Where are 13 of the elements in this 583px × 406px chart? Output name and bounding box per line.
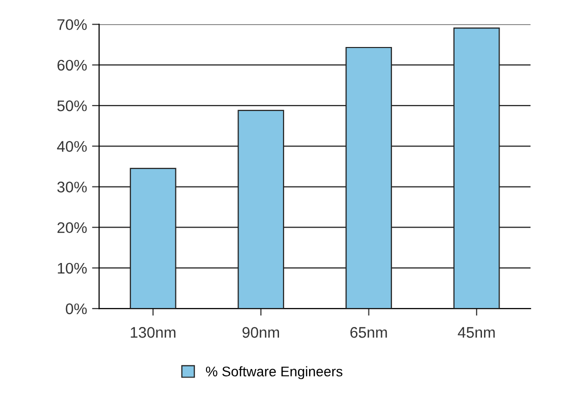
y-tick-label: 10% (58, 262, 87, 274)
x-tick-label: 45nm (458, 327, 495, 338)
y-tick-label: 30% (57, 182, 87, 192)
x-tick-label: 65nm (350, 327, 387, 338)
x-tick-label: 90nm (242, 327, 279, 338)
x-tick-label: 130nm (130, 327, 176, 338)
y-tick-label: 40% (57, 141, 87, 152)
y-tick-label: 20% (57, 222, 87, 234)
y-tick-label: 60% (58, 60, 87, 71)
y-tick-label: 50% (57, 100, 87, 112)
y-tick-label: 0% (66, 303, 87, 314)
legend-label: % Software Engineers (206, 366, 342, 380)
y-tick-label: 70% (58, 19, 87, 30)
